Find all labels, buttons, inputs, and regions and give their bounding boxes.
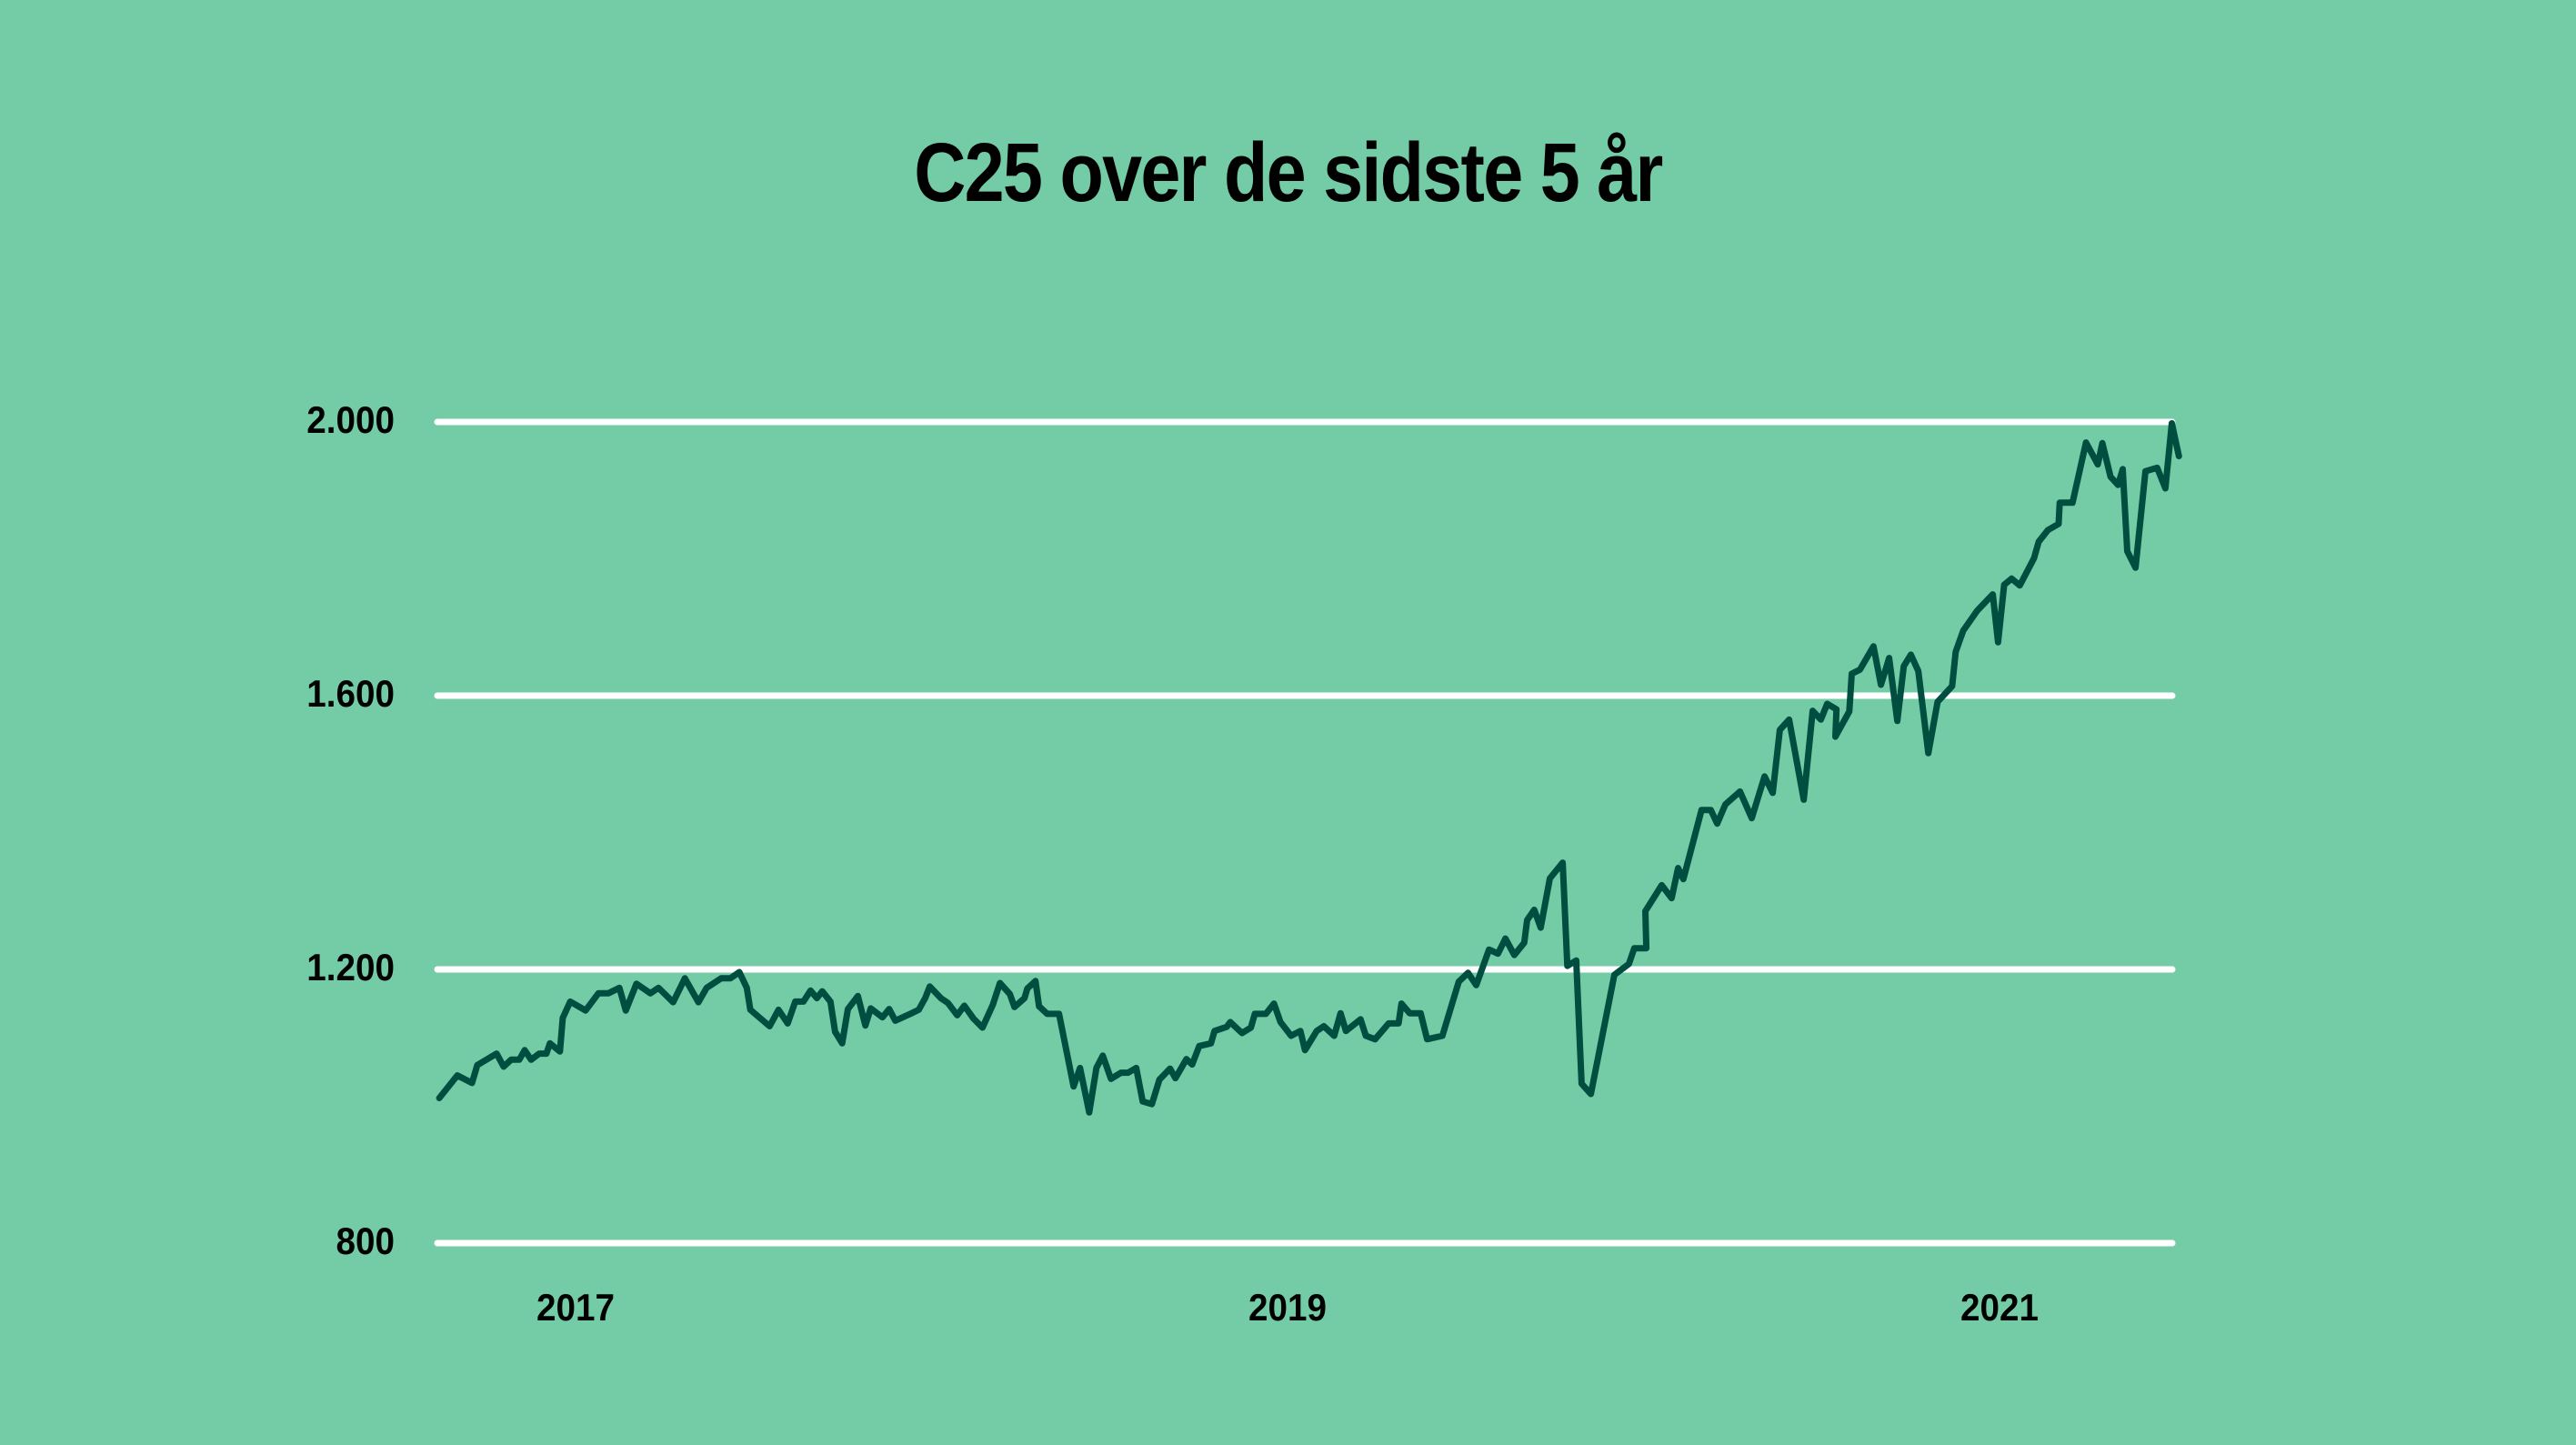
x-tick-label: 2019 xyxy=(1248,1286,1327,1329)
y-tick-label: 1.200 xyxy=(306,946,395,988)
c25-index-line xyxy=(436,420,2182,1116)
x-tick-label: 2021 xyxy=(1960,1286,2039,1329)
y-tick-label: 1.600 xyxy=(306,672,395,715)
chart-title: C25 over de sidste 5 år xyxy=(914,126,1663,219)
y-tick-label: 800 xyxy=(336,1219,395,1262)
gridlines xyxy=(434,418,2176,1247)
y-tick-label: 2.000 xyxy=(306,398,395,441)
x-tick-label: 2017 xyxy=(536,1286,615,1329)
